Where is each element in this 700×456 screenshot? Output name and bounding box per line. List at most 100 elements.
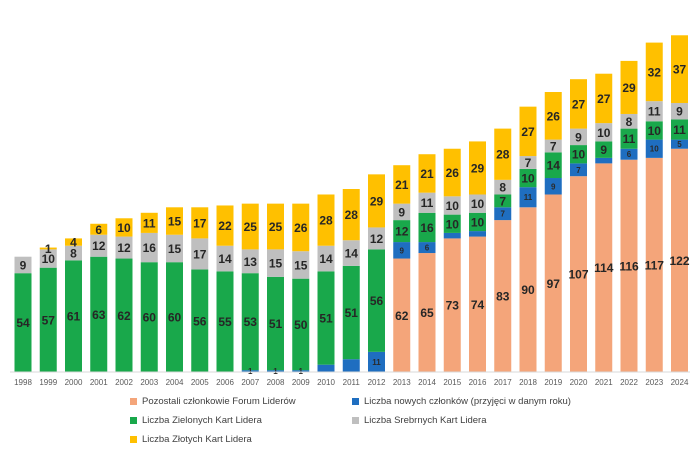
data-label-s3-2004: 15 <box>168 242 182 256</box>
bar-segment-s4-2012 <box>368 174 385 228</box>
data-label-s3-2017: 8 <box>499 181 506 195</box>
data-label-s1-2013: 9 <box>400 246 405 255</box>
data-label-s3-2011: 14 <box>345 247 359 261</box>
bar-segment-s3-2019 <box>544 139 562 153</box>
data-label-s3-2015: 10 <box>446 199 460 213</box>
data-label-s4-2024: 37 <box>673 63 687 77</box>
bar-segment-s0-2019 <box>544 194 562 372</box>
data-label-s4-2021: 27 <box>597 92 611 106</box>
x-tick-label-2008: 2008 <box>267 378 285 387</box>
data-label-s2-2017: 7 <box>499 194 506 208</box>
bar-segment-s3-2015 <box>443 196 461 215</box>
bar-segment-s0-2020 <box>570 176 587 372</box>
data-label-s0-2022: 116 <box>619 259 639 273</box>
bar-segment-s2-2003 <box>140 262 158 372</box>
data-label-s4-2013: 21 <box>395 178 409 192</box>
bar-segment-s2-2001 <box>90 256 108 372</box>
bar-segment-s2-2011 <box>342 265 360 360</box>
data-label-s2-2021: 9 <box>600 143 607 157</box>
bar-segment-s0-2015 <box>443 238 461 372</box>
data-label-s3-2003: 16 <box>143 241 157 255</box>
legend-swatch-srebrne <box>352 417 359 424</box>
bar-segment-s2-2017 <box>494 194 512 208</box>
bar-segment-s4-2023 <box>645 42 663 102</box>
data-label-s3-2009: 15 <box>294 258 308 272</box>
bar-segment-s3-2009 <box>292 251 310 279</box>
bar-segment-s4-2006 <box>216 205 234 246</box>
data-label-s2-2022: 11 <box>623 132 636 146</box>
data-label-s1-2024: 5 <box>677 140 682 149</box>
bar-segment-s2-2015 <box>443 214 461 233</box>
legend-item-nowi: Liczba nowych członków (przyjęci w danym… <box>352 396 571 407</box>
data-label-s3-2019: 7 <box>550 140 557 154</box>
data-label-s1-2012: 11 <box>372 358 381 367</box>
bar-segment-s3-2010 <box>317 245 335 272</box>
x-tick-label-2019: 2019 <box>544 378 562 387</box>
data-label-s2-2018: 10 <box>521 172 535 186</box>
bar-segment-s2-2000 <box>65 260 82 372</box>
bar-segment-s4-2002 <box>115 218 133 237</box>
data-label-s3-2016: 10 <box>471 197 485 211</box>
bar-segment-s2-2002 <box>115 258 133 372</box>
bar-segment-s1-2012 <box>368 351 385 372</box>
data-label-s3-1998: 9 <box>20 258 27 272</box>
bar-segment-s3-2018 <box>519 156 537 169</box>
legend-label-nowi: Liczba nowych członków (przyjęci w danym… <box>364 396 571 407</box>
data-label-s2-2013: 12 <box>395 225 409 239</box>
data-label-s3-2013: 9 <box>398 205 405 219</box>
legend-label-zlote: Liczba Złotych Kart Lidera <box>142 434 252 445</box>
data-label-s2-2004: 60 <box>168 311 182 325</box>
data-label-s2-2011: 51 <box>345 306 359 320</box>
data-label-s3-2001: 12 <box>92 239 106 253</box>
bar-segment-s4-2009 <box>292 203 310 252</box>
x-tick-label-2004: 2004 <box>166 378 184 387</box>
bar-segment-s2-2014 <box>418 212 436 243</box>
data-label-s2-2023: 10 <box>648 124 662 138</box>
data-label-s2-1998: 54 <box>16 316 30 330</box>
legend-label-zielone: Liczba Zielonych Kart Lidera <box>142 415 262 426</box>
bar-segment-s2-2012 <box>368 249 385 352</box>
bar-segment-s4-2003 <box>140 212 158 233</box>
bar-segment-s2-2009 <box>292 278 310 371</box>
data-label-s1-2023: 10 <box>650 145 659 154</box>
data-label-s2-2010: 51 <box>319 312 333 326</box>
bar-segment-s2-2006 <box>216 271 234 372</box>
x-axis-ticks: 1998 1999 2000 2001 2002 2003 2004 2005 2006 2007… <box>14 378 689 387</box>
bar-segment-s4-2018 <box>519 106 537 157</box>
data-label-s4-2001: 6 <box>95 223 102 237</box>
data-label-s1-2017: 7 <box>501 210 506 219</box>
x-tick-label-2001: 2001 <box>90 378 108 387</box>
data-label-s2-2016: 10 <box>471 215 485 229</box>
bar-segment-s4-2019 <box>544 92 562 140</box>
legend-item-srebrne: Liczba Srebrnych Kart Lidera <box>352 415 487 426</box>
bar-segment-s2-2020 <box>570 145 587 164</box>
data-label-s3-2018: 7 <box>525 156 532 170</box>
bar-segment-s2-1998 <box>14 273 32 372</box>
data-label-s4-2003: 11 <box>143 216 156 230</box>
bar-segment-s2-2004 <box>166 262 183 372</box>
bar-segment-s1-2020 <box>570 163 587 177</box>
x-tick-label-2002: 2002 <box>115 378 133 387</box>
data-label-s3-2012: 12 <box>370 232 384 246</box>
bar-segment-s3-1998 <box>14 256 32 274</box>
bar-segment-s1-2014 <box>418 242 436 254</box>
data-label-s2-2024: 11 <box>673 123 686 137</box>
bar-segment-s4-2010 <box>317 194 335 246</box>
data-label-s1-2022: 6 <box>627 150 632 159</box>
bar-segment-s4-2011 <box>342 189 360 241</box>
data-label-s3-2000: 8 <box>70 247 77 261</box>
x-tick-label-2012: 2012 <box>368 378 386 387</box>
bar-segment-s3-2020 <box>570 128 587 146</box>
data-label-s2-2000: 61 <box>67 310 81 324</box>
data-label-s2-2012: 56 <box>370 294 384 308</box>
bar-segment-s0-2023 <box>645 157 663 372</box>
data-label-s2-2005: 56 <box>193 314 207 328</box>
bar-segment-s3-2007 <box>241 249 259 274</box>
bar-segment-s4-2014 <box>418 154 436 193</box>
data-label-s4-2004: 15 <box>168 215 182 229</box>
bar-segment-s3-2011 <box>342 240 360 266</box>
bar-segment-s2-2021 <box>595 141 613 158</box>
x-tick-label-2023: 2023 <box>645 378 663 387</box>
bar-segment-s3-1999 <box>39 249 57 268</box>
bar-segment-s3-2023 <box>645 101 663 122</box>
